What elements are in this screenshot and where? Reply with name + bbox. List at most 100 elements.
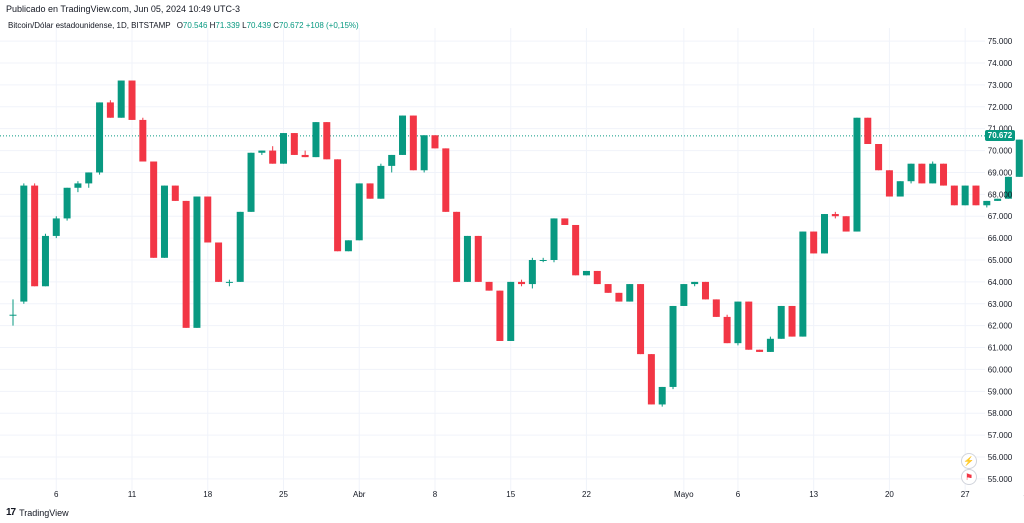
- candle[interactable]: [150, 161, 158, 258]
- candle[interactable]: [604, 284, 612, 293]
- candle[interactable]: [269, 146, 277, 164]
- candle[interactable]: [723, 314, 731, 344]
- candle[interactable]: [615, 292, 623, 302]
- candle[interactable]: [290, 133, 298, 155]
- candle[interactable]: [280, 133, 287, 164]
- candle[interactable]: [680, 284, 688, 306]
- candle[interactable]: [647, 354, 655, 405]
- candle[interactable]: [388, 154, 396, 173]
- candle[interactable]: [52, 216, 60, 239]
- candle[interactable]: [507, 281, 515, 341]
- candle[interactable]: [117, 80, 125, 118]
- candle[interactable]: [637, 284, 645, 355]
- candle[interactable]: [518, 279, 526, 287]
- footer-brand[interactable]: 17 TradingView: [6, 507, 69, 518]
- candle[interactable]: [496, 290, 504, 341]
- candle[interactable]: [885, 170, 893, 197]
- candle[interactable]: [41, 233, 49, 287]
- candle[interactable]: [442, 148, 450, 212]
- candle[interactable]: [85, 172, 93, 188]
- candle[interactable]: [431, 135, 439, 149]
- candle[interactable]: [215, 242, 223, 282]
- candle[interactable]: [9, 299, 17, 326]
- candle[interactable]: [106, 100, 114, 118]
- candle[interactable]: [139, 117, 147, 162]
- flag-icon[interactable]: ⚑: [961, 469, 977, 485]
- candle[interactable]: [972, 185, 980, 206]
- candle[interactable]: [550, 218, 558, 263]
- candle[interactable]: [539, 257, 547, 263]
- candle[interactable]: [247, 152, 255, 212]
- candle[interactable]: [701, 281, 709, 300]
- candle[interactable]: [323, 122, 331, 160]
- candle[interactable]: [626, 284, 634, 302]
- candle[interactable]: [572, 224, 580, 276]
- candle[interactable]: [940, 163, 948, 186]
- candle[interactable]: [463, 235, 471, 282]
- symbol-name[interactable]: Bitcoin/Dólar estadounidense, 1D, BITSTA…: [8, 21, 171, 30]
- candle[interactable]: [994, 198, 1002, 201]
- candle[interactable]: [658, 386, 666, 407]
- candle[interactable]: [745, 301, 753, 350]
- candle[interactable]: [236, 211, 244, 282]
- candle[interactable]: [301, 150, 309, 158]
- candle[interactable]: [712, 299, 720, 317]
- candle[interactable]: [593, 270, 601, 285]
- candle[interactable]: [961, 185, 969, 206]
- candle[interactable]: [399, 115, 407, 155]
- candle[interactable]: [160, 185, 168, 258]
- candle[interactable]: [831, 211, 839, 219]
- candle[interactable]: [171, 185, 179, 201]
- candle[interactable]: [875, 144, 883, 171]
- candle[interactable]: [896, 181, 904, 197]
- candle[interactable]: [344, 240, 352, 252]
- candle[interactable]: [734, 301, 742, 346]
- candle[interactable]: [669, 305, 677, 390]
- candle[interactable]: [193, 196, 201, 328]
- candle[interactable]: [453, 211, 461, 282]
- candle[interactable]: [561, 218, 569, 225]
- candle[interactable]: [74, 181, 82, 193]
- candle[interactable]: [1004, 176, 1012, 199]
- candle[interactable]: [31, 183, 39, 287]
- candle[interactable]: [204, 196, 212, 243]
- candle[interactable]: [182, 200, 190, 328]
- candle[interactable]: [810, 231, 818, 254]
- candle[interactable]: [128, 80, 136, 120]
- candle[interactable]: [853, 117, 861, 232]
- candle[interactable]: [312, 122, 320, 158]
- candle[interactable]: [258, 150, 266, 155]
- candle[interactable]: [788, 305, 796, 337]
- candle[interactable]: [409, 115, 417, 171]
- candle[interactable]: [377, 163, 385, 199]
- candle[interactable]: [842, 216, 850, 232]
- lightning-icon[interactable]: ⚡: [961, 453, 977, 469]
- candle[interactable]: [756, 349, 764, 352]
- candle[interactable]: [1015, 139, 1023, 177]
- candle[interactable]: [355, 183, 363, 241]
- candle[interactable]: [907, 163, 915, 184]
- candle[interactable]: [799, 231, 807, 337]
- candle[interactable]: [918, 163, 926, 184]
- candle[interactable]: [929, 161, 937, 184]
- candle-body: [485, 281, 493, 291]
- candle[interactable]: [485, 281, 493, 291]
- candle[interactable]: [334, 159, 342, 252]
- candle[interactable]: [528, 257, 536, 289]
- candle[interactable]: [63, 187, 71, 221]
- candle[interactable]: [766, 336, 774, 352]
- candle[interactable]: [983, 200, 991, 208]
- candle[interactable]: [96, 102, 104, 175]
- candle[interactable]: [950, 185, 958, 206]
- candle[interactable]: [420, 135, 428, 173]
- candle[interactable]: [777, 305, 785, 339]
- candle[interactable]: [691, 281, 699, 287]
- candle[interactable]: [821, 214, 828, 254]
- candle[interactable]: [864, 117, 872, 144]
- candle[interactable]: [225, 279, 233, 287]
- candle[interactable]: [582, 270, 590, 276]
- candle[interactable]: [474, 235, 482, 282]
- candle[interactable]: [366, 183, 374, 199]
- candle[interactable]: [20, 183, 28, 304]
